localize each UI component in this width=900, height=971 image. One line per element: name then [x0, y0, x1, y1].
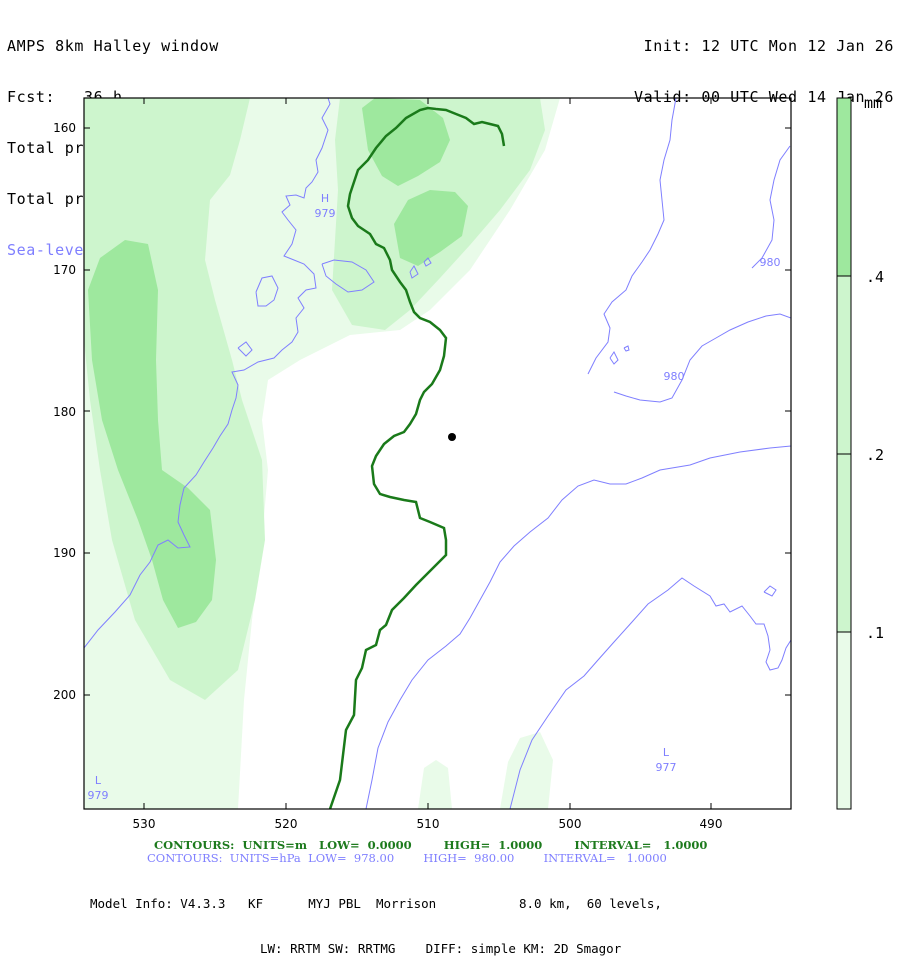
terrain-contour-group	[328, 106, 506, 809]
isobar-979-small	[237, 341, 253, 357]
init-time: Init: 12 UTC Mon 12 Jan 26	[643, 37, 894, 55]
legend-swatch-04	[837, 98, 851, 276]
x-tick-label: 500	[559, 817, 582, 831]
isobar-979-small	[409, 265, 419, 279]
forecast-map: 530 520 510 500 490 160 170 180 190 200 …	[53, 94, 884, 831]
precip-area-01	[500, 732, 553, 809]
physics-info-line: LW: RRTM SW: RRTMG DIFF: simple KM: 2D S…	[260, 941, 622, 956]
low-pressure-marker: L	[95, 774, 102, 787]
isobar-980-east	[613, 313, 791, 403]
map-title: AMPS 8km Halley window	[7, 37, 219, 55]
y-tick-label: 190	[53, 546, 76, 560]
precip-area-04	[88, 240, 216, 628]
model-info-block: Model Info: V4.3.3 KF MYJ PBL Morrison 8…	[90, 866, 900, 971]
pressure-value-label: 980	[664, 370, 685, 383]
high-pressure-marker: H	[321, 192, 329, 205]
header-right: Init: 12 UTC Mon 12 Jan 26 Valid: 00 UTC…	[634, 4, 894, 123]
legend-level-label: .1	[866, 624, 884, 642]
model-info-line: Model Info: V4.3.3 KF MYJ PBL Morrison 8…	[90, 896, 662, 911]
y-tick-label: 170	[53, 263, 76, 277]
legend-level-label: .2	[866, 446, 884, 464]
plot-frame	[83, 97, 792, 810]
isobar-979-small	[255, 275, 279, 307]
precip-area-04	[394, 190, 468, 266]
pressure-contours	[84, 98, 791, 809]
precip-shading	[84, 98, 560, 809]
isobar-980-east	[587, 98, 677, 375]
pressure-value-label: 979	[88, 789, 109, 802]
color-legend: mm .4 .2 .1	[836, 94, 884, 810]
low-pressure-marker: L	[663, 746, 670, 759]
pressure-value-label: 977	[656, 761, 677, 774]
y-tick-label: 180	[53, 405, 76, 419]
pressure-value-label: 979	[315, 207, 336, 220]
isobar-980-small	[609, 351, 619, 365]
y-tick-label: 200	[53, 688, 76, 702]
axis-tick-labels: 530 520 510 500 490 160 170 180 190 200	[53, 121, 722, 831]
axis-ticks	[84, 98, 791, 809]
isobar-980-small	[623, 345, 630, 352]
isobar-979-loop	[321, 259, 375, 293]
y-tick-label: 160	[53, 121, 76, 135]
contour-info-terrain: CONTOURS: UNITS=m LOW= 0.0000 HIGH= 1.00…	[154, 838, 708, 852]
isobar-979-west	[84, 98, 331, 649]
pressure-labels: H 979 980 980 L 977 L 979	[88, 192, 781, 802]
isobar-977	[509, 577, 791, 809]
x-tick-label: 510	[417, 817, 440, 831]
isobar-980-mid	[365, 445, 791, 809]
contour-info-pressure: CONTOURS: UNITS=hPa LOW= 978.00 HIGH= 98…	[147, 851, 667, 865]
legend-swatch-01	[837, 632, 851, 809]
station-marker	[448, 433, 456, 441]
x-tick-label: 520	[275, 817, 298, 831]
isobar-977-small	[763, 585, 777, 597]
legend-level-label: .4	[866, 268, 884, 286]
legend-unit: mm	[864, 94, 882, 112]
isobar-980-east	[751, 145, 791, 269]
precip-area-04	[362, 98, 450, 186]
isobar-979-small	[423, 257, 432, 267]
pressure-value-label: 980	[760, 256, 781, 269]
precip-area-01	[418, 760, 452, 809]
x-tick-label: 530	[133, 817, 156, 831]
x-tick-label: 490	[700, 817, 723, 831]
terrain-contour-line	[328, 106, 506, 809]
